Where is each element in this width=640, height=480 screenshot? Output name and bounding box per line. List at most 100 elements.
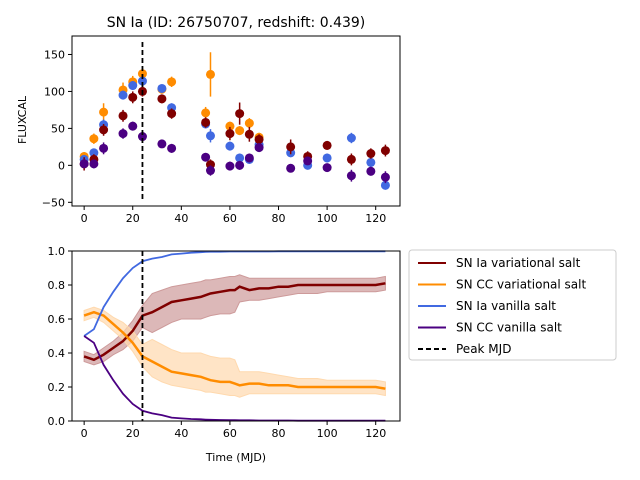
- flux-point: [99, 125, 109, 135]
- flux-point: [167, 109, 177, 119]
- flux-point: [380, 172, 390, 182]
- y-tick-label: 0.4: [48, 347, 66, 360]
- plot-frame: [71, 250, 401, 422]
- legend-label: Peak MJD: [456, 342, 511, 356]
- flux-point: [286, 163, 296, 173]
- flux-point: [366, 157, 376, 167]
- x-tick-label: 80: [272, 212, 286, 225]
- x-tick-label: 80: [272, 427, 286, 440]
- flux-point: [254, 134, 264, 144]
- flux-point: [205, 131, 215, 141]
- flux-axes: 0 20 40 60 80 100 120 −50 0 50 100 150: [42, 48, 386, 225]
- x-tick-label: 60: [223, 427, 237, 440]
- flux-point: [89, 148, 99, 158]
- flux-point: [118, 90, 128, 100]
- flux-point: [118, 129, 128, 139]
- flux-point: [137, 76, 147, 86]
- legend-label: SN Ia vanilla salt: [456, 299, 556, 313]
- x-tick-label: 20: [126, 212, 140, 225]
- legend-label: SN CC variational salt: [456, 278, 586, 292]
- series-line: [83, 310, 386, 390]
- probability-marks: [83, 250, 386, 422]
- x-tick-label: 120: [365, 212, 386, 225]
- flux-point: [346, 133, 356, 143]
- flux-point: [137, 132, 147, 142]
- x-tick-label: 100: [317, 212, 338, 225]
- y-tick-label: 50: [51, 122, 65, 135]
- uncertainty-band: [83, 306, 386, 398]
- flux-point: [346, 154, 356, 164]
- flux-point: [79, 159, 89, 169]
- x-tick-label: 60: [223, 212, 237, 225]
- flux-point: [322, 163, 332, 173]
- legend-label: SN Ia variational salt: [456, 256, 581, 270]
- flux-point: [157, 83, 167, 93]
- x-tick-label: 0: [81, 427, 88, 440]
- x-tick-label: 120: [365, 427, 386, 440]
- y-tick-label: 0.8: [48, 279, 66, 292]
- flux-point: [225, 129, 235, 139]
- flux-point: [89, 159, 99, 169]
- flux-point: [128, 121, 138, 131]
- series-line: [83, 282, 386, 362]
- flux-point: [157, 139, 167, 149]
- y-tick-label: −50: [42, 196, 65, 209]
- plot-frame: [71, 35, 401, 207]
- y-tick-label: 0.6: [48, 313, 66, 326]
- flux-point: [286, 142, 296, 152]
- flux-point: [235, 109, 245, 119]
- flux-point: [201, 108, 211, 118]
- flux-point: [322, 153, 332, 163]
- flux-point: [118, 111, 128, 121]
- y-axis-label: FLUXCAL: [16, 95, 29, 144]
- y-tick-label: 1.0: [48, 245, 66, 258]
- x-tick-label: 100: [317, 427, 338, 440]
- uncertainty-band: [83, 274, 386, 366]
- flux-point: [244, 153, 254, 163]
- flux-point: [201, 152, 211, 162]
- flux-point: [380, 180, 390, 190]
- y-tick-label: 0: [58, 159, 65, 172]
- flux-point: [157, 94, 167, 104]
- x-tick-label: 40: [174, 427, 188, 440]
- flux-point: [201, 117, 211, 127]
- flux-point: [322, 140, 332, 150]
- flux-point: [303, 156, 313, 166]
- flux-point: [128, 81, 138, 91]
- flux-point: [225, 121, 235, 131]
- flux-point: [167, 77, 177, 87]
- flux-point: [244, 129, 254, 139]
- flux-point: [346, 171, 356, 181]
- flux-point: [366, 149, 376, 159]
- flux-marks: [79, 42, 390, 200]
- y-tick-label: 0.2: [48, 381, 66, 394]
- classification-panel: 0 20 40 60 80 100 120 0.0 0.2 0.4 0.6 0.8 1.0 Time (…: [48, 245, 401, 464]
- y-tick-label: 150: [44, 48, 65, 61]
- legend-frame: [408, 249, 617, 361]
- chart-title: SN Ia (ID: 26750707, redshift: 0.439): [107, 15, 366, 31]
- flux-point: [205, 166, 215, 176]
- y-tick-label: 0.0: [48, 415, 66, 428]
- flux-point: [99, 143, 109, 153]
- flux-point: [235, 153, 245, 163]
- flux-point: [137, 69, 147, 79]
- flux-point: [244, 118, 254, 128]
- flux-point: [235, 126, 245, 136]
- flux-point: [366, 166, 376, 176]
- y-tick-label: 100: [44, 85, 65, 98]
- flux-point: [89, 134, 99, 144]
- flux-point: [128, 92, 138, 102]
- flux-point: [225, 141, 235, 151]
- x-tick-label: 40: [174, 212, 188, 225]
- flux-point: [167, 143, 177, 153]
- flux-point: [380, 146, 390, 156]
- flux-point: [205, 69, 215, 79]
- legend-label: SN CC vanilla salt: [456, 321, 562, 335]
- probability-axes: 0 20 40 60 80 100 120 0.0 0.2 0.4 0.6 0.8 1.0: [48, 245, 387, 440]
- flux-point: [225, 161, 235, 171]
- flux-point: [254, 143, 264, 153]
- legend: SN Ia variational salt SN CC variational …: [408, 249, 617, 361]
- flux-point: [99, 107, 109, 117]
- light-curve-panel: SN Ia (ID: 26750707, redshift: 0.439) FL…: [16, 15, 401, 225]
